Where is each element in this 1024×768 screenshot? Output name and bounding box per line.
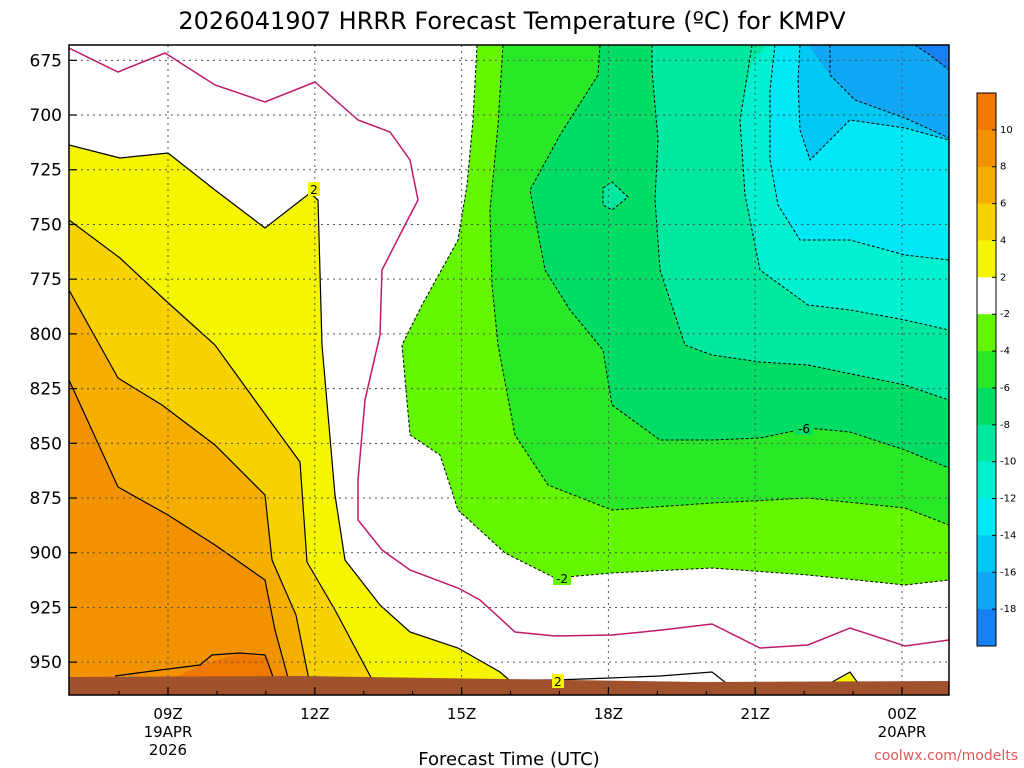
colorbar-swatch (977, 424, 996, 463)
chart-title: 2026041907 HRRR Forecast Temperature (ºC… (178, 7, 846, 35)
contour-label: 2 (554, 675, 562, 689)
terrain-ground (69, 676, 949, 695)
colorbar-label: -10 (1000, 457, 1016, 468)
contour-2C (69, 144, 516, 686)
y-axis: 675 700 725 750 775 800 825 850 875 900 925 950 (30, 51, 77, 673)
contour-minus2C (401, 45, 949, 586)
fill-band-8-10 (69, 380, 290, 685)
contour-label: -6 (798, 422, 810, 436)
contour-minus10C (739, 45, 949, 331)
colorbar-swatch (977, 351, 996, 389)
colorbar-swatch (977, 461, 996, 500)
contour-label-bg (795, 421, 813, 435)
contour-label: 2 (310, 183, 318, 197)
contour-label-bg (553, 571, 571, 585)
contour-minus16C (829, 45, 949, 139)
contour-minus4C (489, 45, 949, 526)
contour-label-bg (552, 674, 564, 688)
y-tick-label: 675 (30, 51, 62, 71)
grid-lines (69, 45, 949, 695)
x-date-label: 19APR (144, 723, 193, 741)
x-tick-label: 00Z (887, 705, 916, 723)
y-tick-label: 825 (30, 380, 62, 400)
colorbar-label: -18 (1000, 604, 1016, 615)
contour-6C (69, 289, 311, 686)
colorbar-swatch (977, 314, 996, 352)
colorbar-swatch (977, 498, 996, 536)
negative-contours (401, 45, 949, 586)
plot-frame (68, 44, 950, 696)
x-date-label: 20APR (878, 723, 927, 741)
y-tick-label: 850 (30, 434, 62, 454)
contour-minus14C (797, 45, 949, 161)
colorbar-swatch (977, 277, 996, 315)
x-tick-label: 18Z (594, 705, 623, 723)
y-tick-label: 925 (30, 598, 62, 618)
colorbar-swatch (977, 203, 996, 241)
contour-label: -2 (556, 572, 568, 586)
x-tick-label: 09Z (153, 705, 182, 723)
colorbar-swatch (977, 240, 996, 278)
colorbar-label: 4 (1000, 235, 1006, 246)
colorbar-swatch (977, 93, 996, 131)
x-year-label: 2026 (149, 741, 187, 759)
contour-labels: 2 -2 -6 2 (308, 182, 813, 689)
x-tick-label: 21Z (741, 705, 770, 723)
y-tick-label: 725 (30, 161, 62, 181)
colorbar-swatch (977, 387, 996, 426)
colorbar-label: -12 (1000, 494, 1016, 505)
contour-10C (114, 652, 277, 686)
y-tick-label: 950 (30, 653, 62, 673)
colorbar-label: 2 (1000, 272, 1006, 283)
positive-contours (69, 144, 861, 687)
freezing-contours (69, 47, 949, 649)
y-tick-label: 750 (30, 215, 62, 235)
colorbar-swatch (977, 535, 996, 573)
contour-minus12C (769, 45, 949, 261)
colorbar-swatch (977, 609, 996, 647)
contour-8C (69, 379, 291, 686)
colorbar-label: -6 (1000, 383, 1010, 394)
colorbar-label: -4 (1000, 346, 1010, 357)
y-tick-label: 700 (30, 106, 62, 126)
colorbar-swatch (977, 166, 996, 205)
watermark: coolwx.com/modelts (874, 748, 1018, 764)
fill-band-below-minus18 (915, 45, 949, 70)
y-tick-label: 800 (30, 325, 62, 345)
colorbar-label: 6 (1000, 199, 1006, 210)
colorbar-label: -16 (1000, 567, 1016, 578)
contour-fill-layer (69, 45, 949, 695)
contour-2C-late (824, 671, 861, 687)
x-axis-title: Forecast Time (UTC) (418, 749, 599, 768)
colorbar-label: -8 (1000, 420, 1010, 431)
x-tick-label: 15Z (447, 705, 476, 723)
colorbar-label: 8 (1000, 162, 1006, 173)
colorbar-label: -2 (1000, 309, 1010, 320)
contour-minus18C (914, 45, 949, 71)
contour-label-bg (308, 182, 320, 196)
contour-small-loop (602, 181, 629, 211)
contour-4C (69, 219, 376, 686)
contour-minus6C (529, 45, 949, 469)
fill-band-minus16-minus18 (808, 45, 949, 138)
colorbar-swatch (977, 572, 996, 610)
colorbar-swatch (977, 129, 996, 168)
colorbar-label: -14 (1000, 530, 1016, 541)
y-tick-label: 900 (30, 544, 62, 564)
colorbar: 10 8 6 4 2 -2 -4 -6 -8 -10 -12 -14 -16 -18 (976, 92, 1016, 647)
contour-0C-upper (69, 47, 949, 649)
colorbar-label: 10 (1000, 125, 1013, 136)
y-tick-label: 775 (30, 270, 62, 290)
x-tick-label: 12Z (300, 705, 329, 723)
contour-minus8C (651, 45, 949, 401)
colorbar-frame (976, 92, 997, 647)
y-tick-label: 875 (30, 489, 62, 509)
